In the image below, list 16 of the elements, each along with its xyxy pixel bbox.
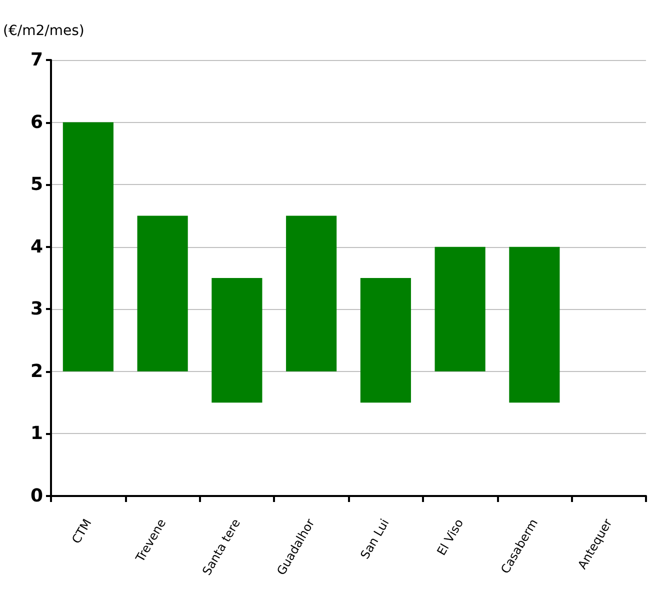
- y-tick-label: 3: [30, 298, 43, 320]
- y-tick-label: 6: [30, 112, 43, 133]
- bar: [434, 246, 486, 372]
- y-tick-label: 5: [30, 174, 43, 196]
- y-tick-label: 4: [30, 236, 43, 258]
- bar: [62, 122, 114, 372]
- y-tick-label: 0: [30, 486, 43, 506]
- y-tick-label: 7: [30, 50, 43, 70]
- y-axis-title: (€/m2/mes): [3, 23, 84, 39]
- y-tick-label: 1: [30, 423, 43, 444]
- bar: [212, 278, 262, 403]
- bar: [286, 216, 337, 372]
- bar: [360, 278, 411, 403]
- bar: [509, 246, 560, 403]
- bar: [137, 216, 188, 372]
- y-tick-label: 2: [30, 360, 43, 382]
